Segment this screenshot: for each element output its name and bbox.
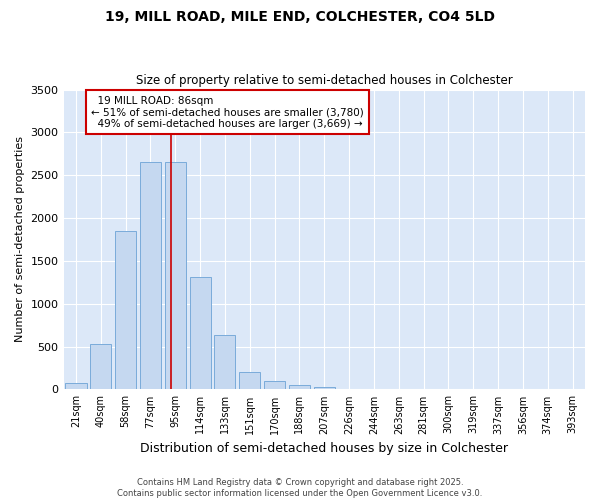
Bar [239,372,260,390]
Bar [165,162,186,390]
Bar [190,277,211,390]
Bar [264,381,285,390]
Title: Size of property relative to semi-detached houses in Colchester: Size of property relative to semi-detach… [136,74,512,87]
Text: Contains HM Land Registry data © Crown copyright and database right 2025.
Contai: Contains HM Land Registry data © Crown c… [118,478,482,498]
Bar [314,387,335,390]
Text: 19 MILL ROAD: 86sqm
← 51% of semi-detached houses are smaller (3,780)
  49% of s: 19 MILL ROAD: 86sqm ← 51% of semi-detach… [91,96,364,129]
Text: 19, MILL ROAD, MILE END, COLCHESTER, CO4 5LD: 19, MILL ROAD, MILE END, COLCHESTER, CO4… [105,10,495,24]
Bar [90,344,112,390]
Bar [65,383,86,390]
Bar [115,231,136,390]
X-axis label: Distribution of semi-detached houses by size in Colchester: Distribution of semi-detached houses by … [140,442,508,455]
Bar [338,388,359,390]
Bar [214,334,235,390]
Bar [289,385,310,390]
Bar [140,162,161,390]
Y-axis label: Number of semi-detached properties: Number of semi-detached properties [15,136,25,342]
